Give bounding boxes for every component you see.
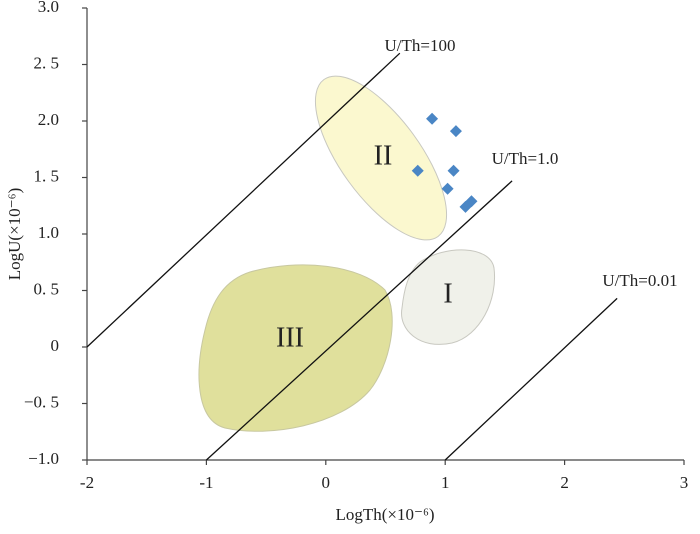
region-iii (198, 264, 393, 432)
x-tick-label: -2 (80, 473, 94, 492)
ratio-label: U/Th=100 (385, 36, 456, 55)
point (426, 112, 439, 125)
x-axis-title: LogTh(×10⁻⁶) (335, 505, 434, 524)
region-i (401, 249, 496, 345)
ratio-line (205, 180, 513, 461)
point (459, 200, 472, 213)
region-label: II (374, 140, 393, 171)
y-tick-label: −0. 5 (24, 392, 59, 411)
point (449, 125, 462, 138)
x-tick-label: 1 (441, 473, 450, 492)
x-tick-label: -1 (199, 473, 213, 492)
ratio-label: U/Th=1.0 (492, 149, 559, 168)
region-ii (314, 75, 448, 241)
ratio-line (444, 297, 618, 461)
y-tick-label: 3.0 (38, 0, 59, 16)
region-label: III (276, 322, 304, 353)
ratio-line (86, 52, 401, 348)
ratio-label: U/Th=0.01 (602, 271, 677, 290)
y-tick-label: 1. 5 (34, 166, 60, 185)
region-label: I (443, 278, 452, 309)
x-tick-label: 2 (560, 473, 569, 492)
y-tick-label: 0 (51, 336, 60, 355)
point (447, 164, 460, 177)
x-tick-label: 0 (322, 473, 331, 492)
x-tick-label: 3 (680, 473, 689, 492)
y-tick-label: 2.0 (38, 110, 59, 129)
y-axis-title: LogU(×10⁻⁶) (5, 188, 24, 280)
point (411, 164, 424, 177)
y-tick-label: −1.0 (28, 449, 59, 468)
y-tick-label: 1.0 (38, 223, 59, 242)
y-tick-label: 2. 5 (34, 53, 60, 72)
point (441, 182, 454, 195)
y-tick-label: 0. 5 (34, 279, 60, 298)
